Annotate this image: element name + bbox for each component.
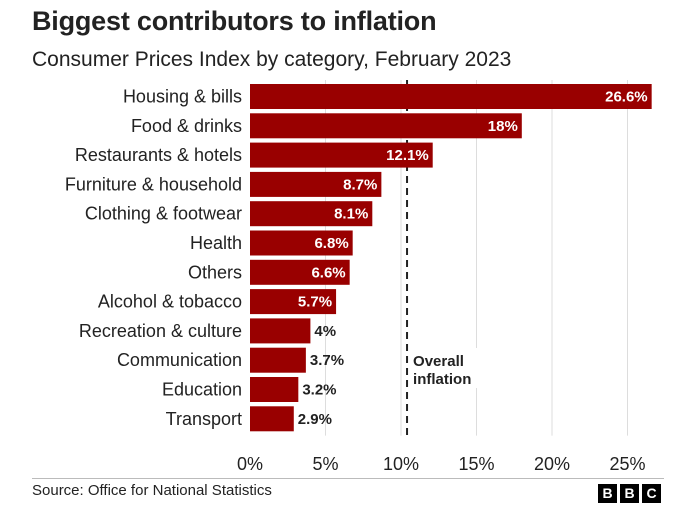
category-label: Health [190,233,242,253]
category-label: Communication [117,350,242,370]
x-tick-label: 0% [237,454,263,474]
x-tick-label: 20% [534,454,570,474]
value-label: 8.1% [334,206,368,223]
bar [250,318,311,344]
category-label: Clothing & footwear [85,204,242,224]
value-label: 18% [488,118,518,135]
reference-label-background [410,348,491,388]
chart-subtitle: Consumer Prices Index by category, Febru… [32,48,512,71]
bar [250,142,433,168]
category-label: Education [162,380,242,400]
category-label: Recreation & culture [79,321,242,341]
bar [250,230,353,256]
x-tick-label: 25% [609,454,645,474]
bar [250,201,373,227]
category-label: Alcohol & tobacco [98,292,242,312]
chart-title: Biggest contributors to inflation [32,6,437,36]
value-label: 8.7% [343,176,377,193]
footer-divider [32,478,664,479]
bar [250,259,350,285]
reference-label: Overall [413,353,464,370]
value-label: 3.7% [310,352,344,369]
x-axis: 0% 5% 10% 15% 20% 25% [237,454,646,474]
logo-letter: B [598,484,617,503]
value-label: 6.6% [311,264,345,281]
category-label: Others [188,262,242,282]
x-tick-label: 10% [383,454,419,474]
category-label: Transport [166,409,242,429]
x-tick-label: 5% [312,454,338,474]
bar [250,171,382,197]
logo-letter: C [642,484,661,503]
grid-lines [325,80,628,436]
value-label: 5.7% [298,294,332,311]
category-label: Restaurants & hotels [75,145,242,165]
reference-label: inflation [413,371,471,388]
category-label: Food & drinks [131,116,242,136]
bar [250,377,299,402]
bar [250,406,294,432]
value-label: 4% [314,323,336,340]
logo-letter: B [620,484,639,503]
source-note: Source: Office for National Statistics [32,482,272,499]
bar [250,347,306,373]
x-tick-label: 15% [458,454,494,474]
bars: Housing & bills 26.6% Food & drinks 18% Rest… [65,84,652,432]
bar [250,289,337,315]
value-label: 12.1% [386,147,429,164]
value-label: 3.2% [302,382,336,399]
value-label: 26.6% [605,89,648,106]
bbc-logo: B B C [598,484,661,503]
value-label: 6.8% [314,235,348,252]
bar [250,84,652,109]
value-label: 2.9% [298,411,332,428]
bar [250,113,522,139]
category-label: Furniture & household [65,174,242,194]
category-label: Housing & bills [123,87,242,107]
